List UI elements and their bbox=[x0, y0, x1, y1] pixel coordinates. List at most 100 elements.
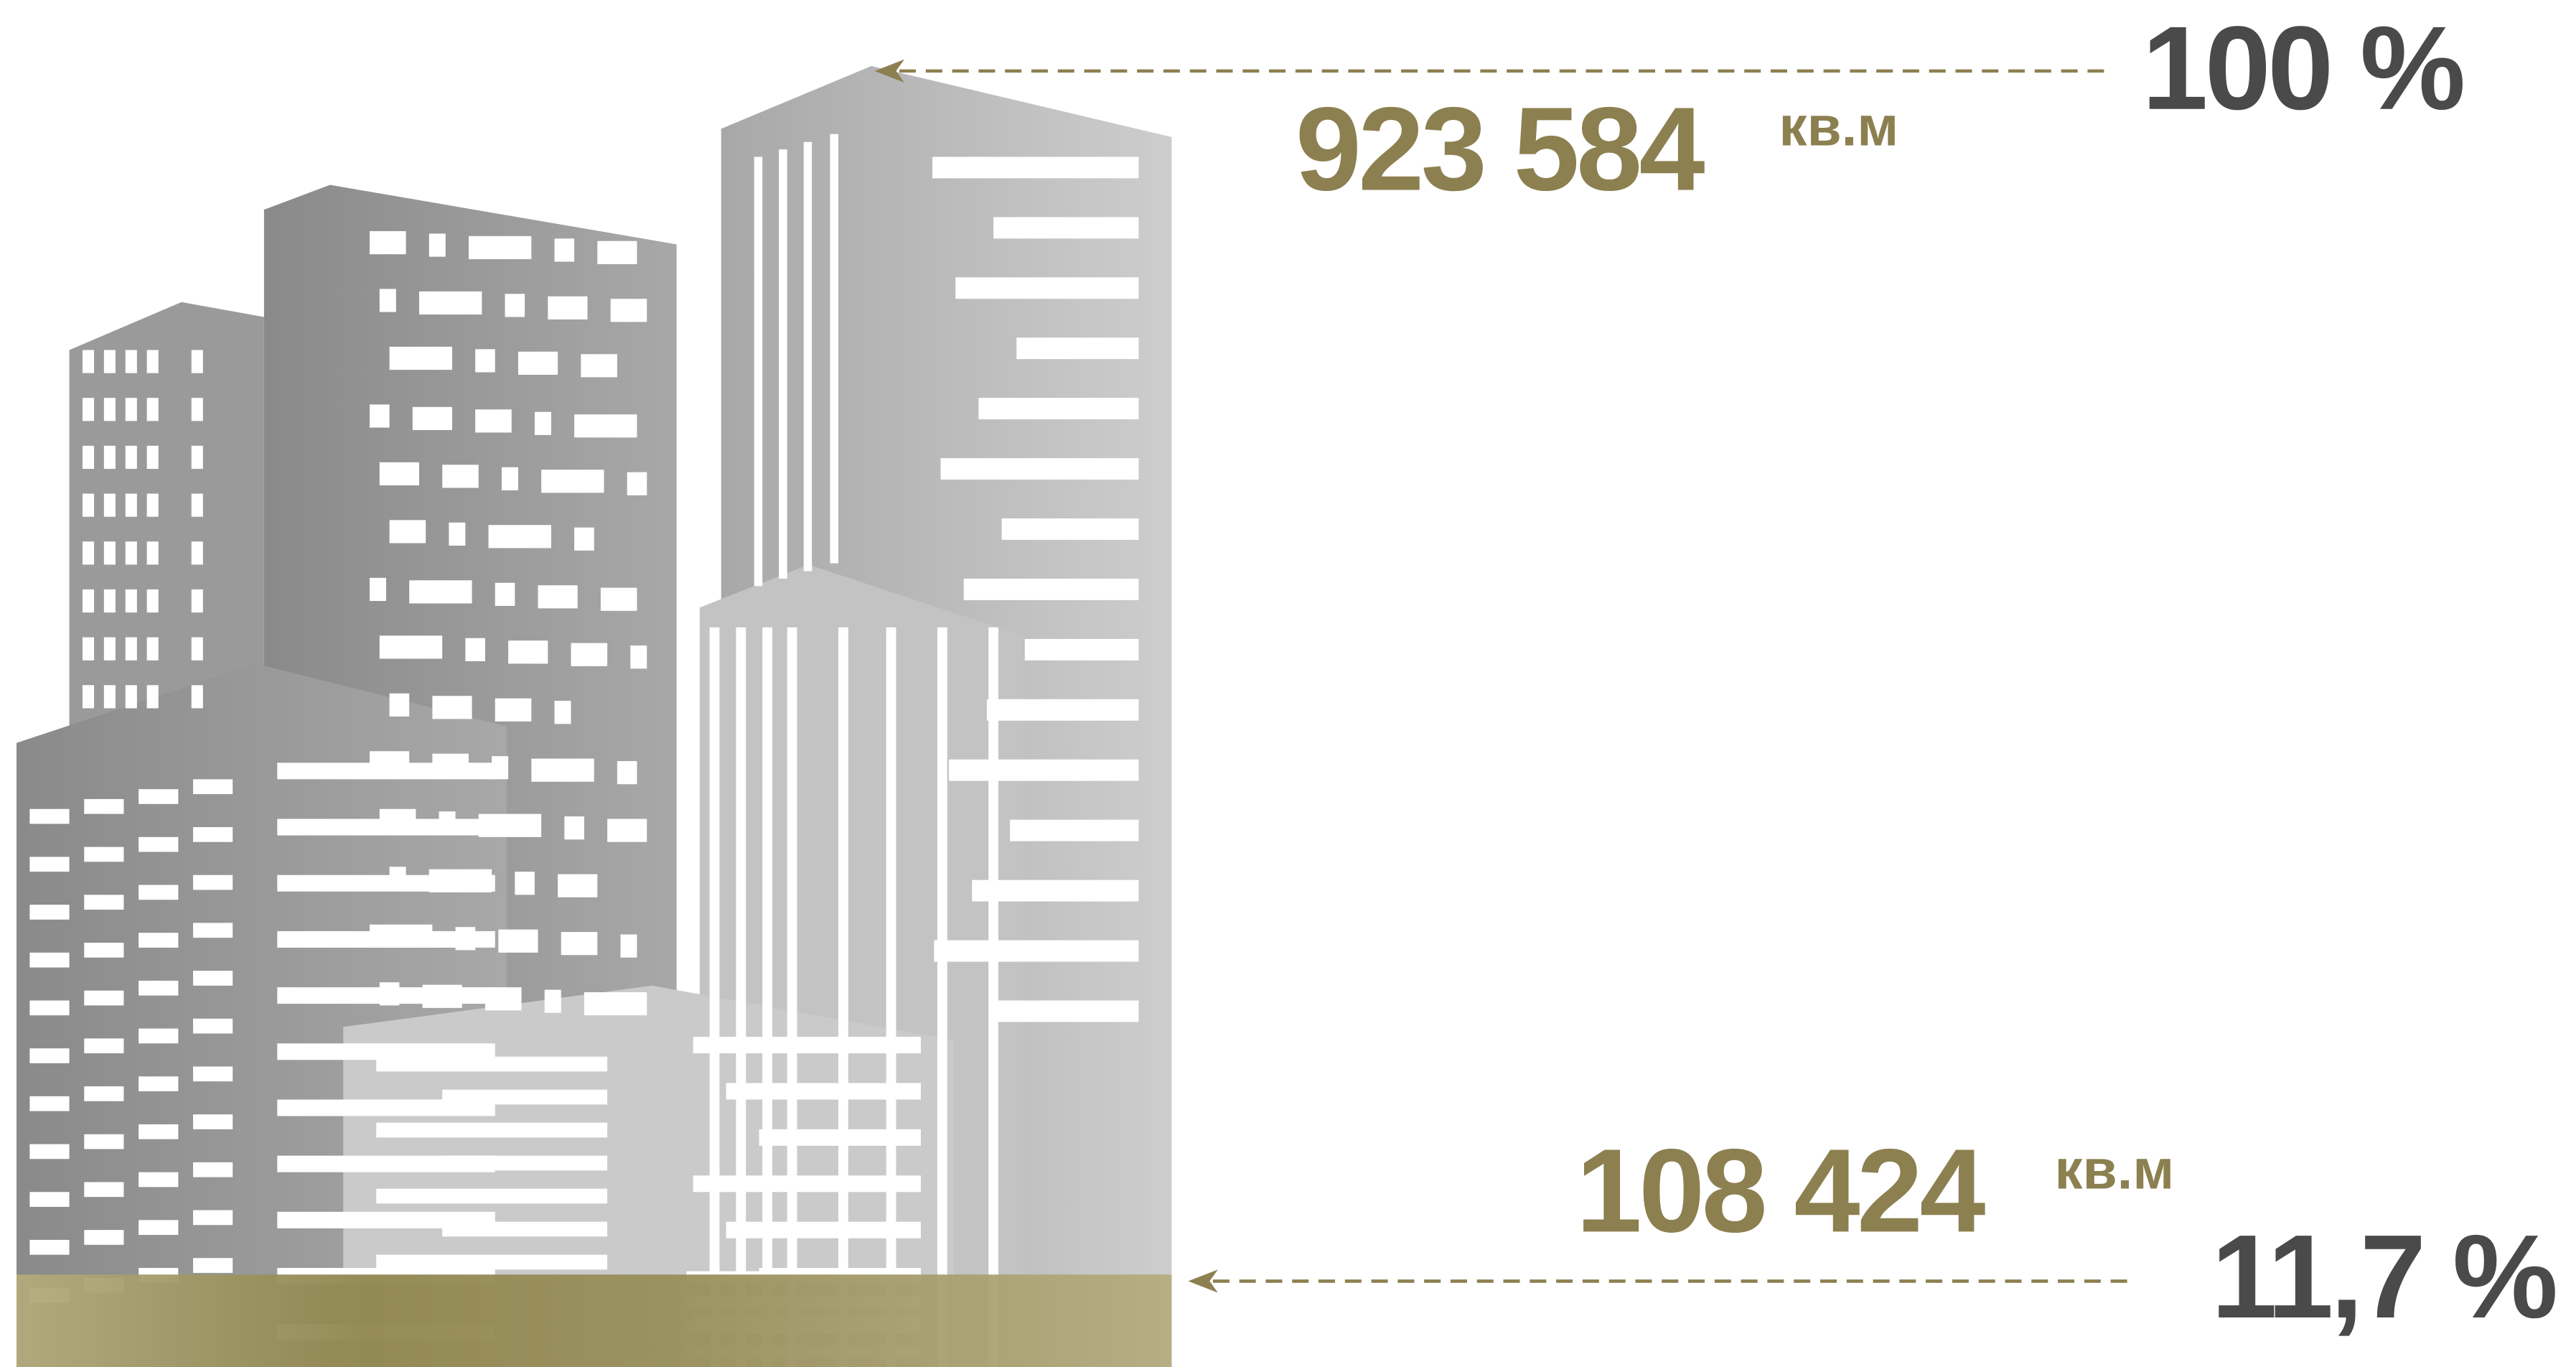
window bbox=[193, 779, 233, 795]
window bbox=[82, 541, 95, 565]
window bbox=[191, 350, 203, 373]
window bbox=[736, 627, 746, 1367]
window bbox=[940, 458, 1139, 480]
window bbox=[277, 762, 495, 780]
window bbox=[534, 411, 551, 435]
window bbox=[84, 943, 124, 958]
window bbox=[709, 627, 720, 1367]
window bbox=[978, 398, 1139, 420]
window bbox=[370, 404, 390, 428]
arrowhead bbox=[1188, 1269, 1218, 1293]
window bbox=[389, 693, 410, 717]
window bbox=[418, 291, 482, 315]
window bbox=[389, 520, 426, 543]
window bbox=[475, 409, 512, 433]
window bbox=[29, 1096, 70, 1111]
window bbox=[193, 1162, 233, 1177]
window bbox=[475, 349, 495, 373]
window bbox=[146, 637, 159, 661]
window bbox=[693, 1037, 921, 1054]
window bbox=[759, 1129, 921, 1146]
window bbox=[193, 1066, 233, 1082]
window bbox=[29, 1048, 70, 1063]
window bbox=[495, 698, 532, 722]
window bbox=[468, 235, 532, 260]
window bbox=[932, 157, 1139, 179]
part-value: 108 424 bbox=[1576, 1124, 1986, 1257]
window bbox=[442, 1089, 608, 1105]
buildings bbox=[16, 65, 1172, 1367]
window bbox=[541, 470, 604, 493]
window bbox=[442, 1155, 608, 1171]
window bbox=[376, 1056, 608, 1072]
window bbox=[125, 685, 137, 709]
window bbox=[82, 685, 95, 709]
building bbox=[69, 302, 264, 727]
window bbox=[581, 354, 617, 378]
window bbox=[82, 398, 95, 421]
window bbox=[103, 637, 116, 661]
window bbox=[726, 1083, 921, 1100]
window bbox=[193, 1258, 233, 1273]
window bbox=[495, 582, 515, 606]
window bbox=[29, 905, 70, 920]
window bbox=[838, 627, 848, 1367]
window bbox=[29, 808, 70, 824]
window bbox=[277, 874, 495, 892]
window bbox=[561, 932, 598, 956]
window bbox=[370, 577, 387, 602]
window bbox=[103, 589, 116, 613]
window bbox=[139, 836, 179, 852]
window bbox=[191, 541, 203, 565]
window bbox=[82, 493, 95, 517]
window bbox=[277, 930, 495, 948]
window bbox=[517, 351, 558, 375]
window bbox=[972, 880, 1139, 902]
window bbox=[886, 627, 896, 1367]
window bbox=[1010, 819, 1139, 841]
window bbox=[607, 818, 647, 842]
window bbox=[995, 1000, 1139, 1022]
window bbox=[84, 798, 124, 814]
arrowhead bbox=[874, 59, 904, 83]
window bbox=[191, 589, 203, 613]
window bbox=[139, 1172, 179, 1188]
window bbox=[620, 934, 637, 958]
window bbox=[548, 296, 588, 319]
window bbox=[29, 1000, 70, 1016]
window bbox=[82, 589, 95, 613]
window bbox=[412, 406, 452, 431]
window bbox=[492, 756, 509, 780]
window bbox=[82, 637, 95, 661]
window bbox=[376, 1122, 608, 1138]
window bbox=[830, 134, 838, 564]
window bbox=[574, 414, 637, 438]
window bbox=[191, 685, 203, 709]
window bbox=[277, 818, 495, 836]
window bbox=[693, 1175, 921, 1193]
window bbox=[277, 1043, 495, 1060]
window bbox=[103, 493, 116, 517]
window bbox=[191, 637, 203, 661]
window bbox=[505, 294, 525, 317]
window bbox=[379, 462, 419, 486]
window bbox=[146, 685, 159, 709]
window bbox=[442, 465, 479, 488]
window bbox=[191, 445, 203, 470]
window bbox=[84, 990, 124, 1006]
window bbox=[82, 350, 95, 373]
window bbox=[949, 759, 1139, 781]
window bbox=[125, 589, 137, 613]
gold-band bbox=[16, 1274, 1172, 1367]
window bbox=[84, 1038, 124, 1054]
window bbox=[84, 846, 124, 862]
window bbox=[84, 1134, 124, 1149]
window bbox=[498, 929, 538, 953]
window bbox=[84, 1086, 124, 1101]
window bbox=[139, 1076, 179, 1091]
window bbox=[29, 952, 70, 968]
window bbox=[191, 398, 203, 421]
window bbox=[193, 1114, 233, 1129]
total-value: 923 584 bbox=[1296, 83, 1705, 215]
